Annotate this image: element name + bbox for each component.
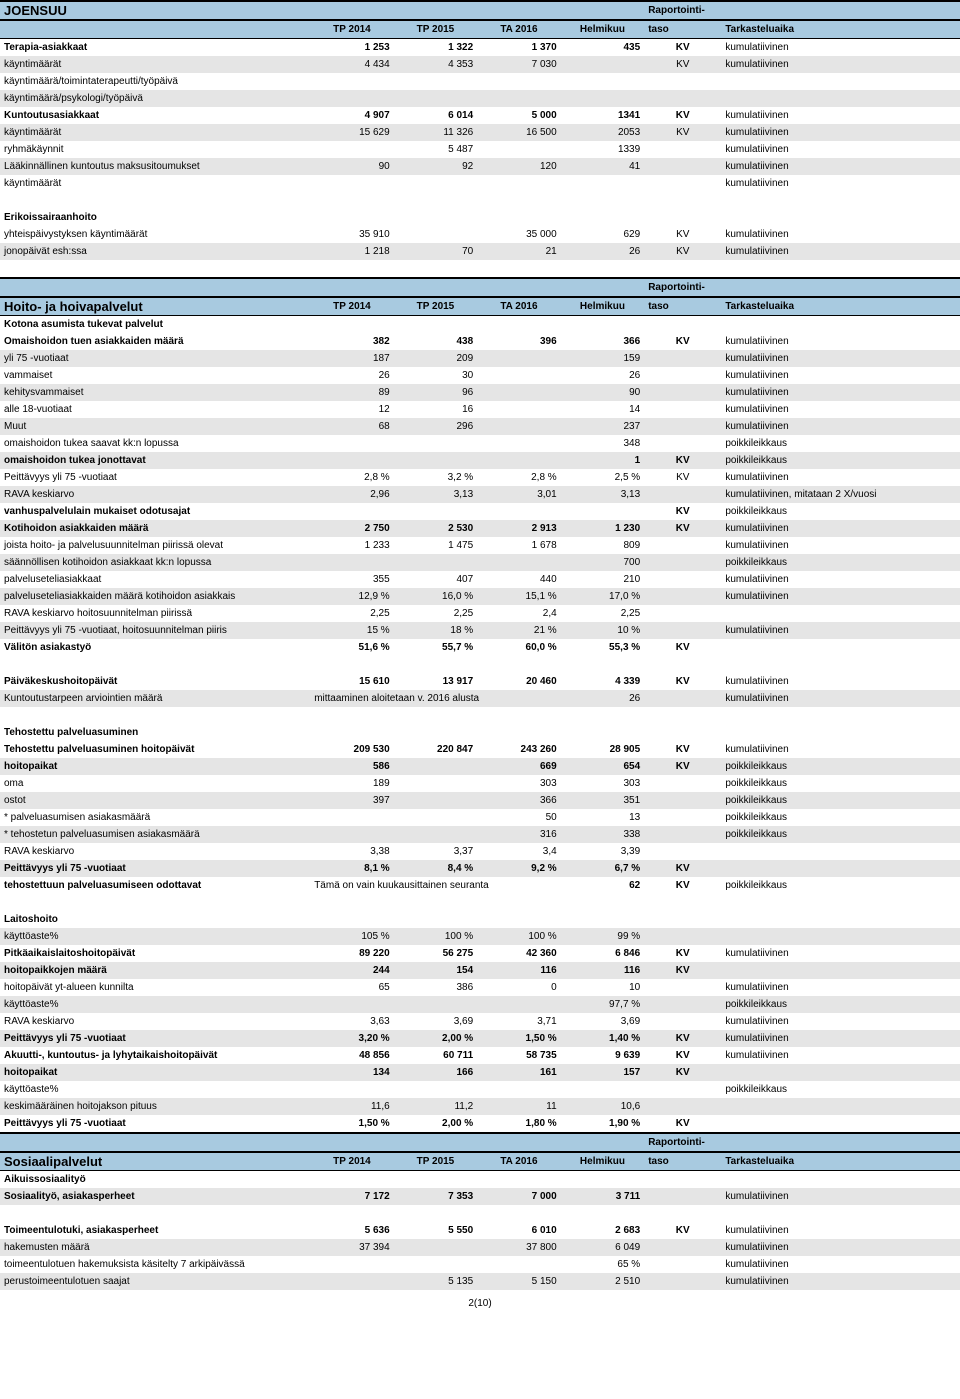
row-label: käyntimäärät [0,56,310,73]
row-label: Peittävyys yli 75 -vuotiaat [0,1030,310,1047]
row-label: hakemusten määrä [0,1239,310,1256]
row-label: yhteispäivystyksen käyntimäärät [0,226,310,243]
row-label: Peittävyys yli 75 -vuotiaat [0,469,310,486]
row-label: Peittävyys yli 75 -vuotiaat [0,1115,310,1133]
row-label: jonopäivät esh:ssa [0,243,310,260]
row-label: Sosiaalityö, asiakasperheet [0,1188,310,1205]
row-label: alle 18-vuotiaat [0,401,310,418]
row-label: kehitysvammaiset [0,384,310,401]
row-label: Kuntoutustarpeen arviointien määrä [0,690,310,707]
row-label: yli 75 -vuotiaat [0,350,310,367]
row-label: vanhuspalvelulain mukaiset odotusajat [0,503,310,520]
row-label: perustoimeentulotuen saajat [0,1273,310,1290]
section-title: Hoito- ja hoivapalvelut [0,297,310,316]
row-label: Peittävyys yli 75 -vuotiaat, hoitosuunni… [0,622,310,639]
row-label: oma [0,775,310,792]
row-label: Kotihoidon asiakkaiden määrä [0,520,310,537]
row-label: keskimääräinen hoitojakson pituus [0,1098,310,1115]
row-label: RAVA keskiarvo [0,486,310,503]
page-footer: 2(10) [0,1290,960,1309]
row-label: joista hoito- ja palvelusuunnitelman pii… [0,537,310,554]
row-label: Välitön asiakastyö [0,639,310,656]
row-label: omaishoidon tukea jonottavat [0,452,310,469]
row-label: Kuntoutusasiakkaat [0,107,310,124]
row-label: ostot [0,792,310,809]
row-label: hoitopaikat [0,758,310,775]
row-label: käyttöaste% [0,996,310,1013]
row-label: RAVA keskiarvo [0,1013,310,1030]
row-label: käyttöaste% [0,1081,310,1098]
section-title: Sosiaalipalvelut [0,1152,310,1171]
row-label: * tehostetun palveluasumisen asiakasmäär… [0,826,310,843]
row-label: Akuutti-, kuntoutus- ja lyhytaikaishoito… [0,1047,310,1064]
row-label: omaishoidon tukea saavat kk:n lopussa [0,435,310,452]
row-label: Terapia-asiakkaat [0,39,310,57]
row-label: toimeentulotuen hakemuksista käsitelty 7… [0,1256,310,1273]
row-label: RAVA keskiarvo hoitosuunnitelman piiriss… [0,605,310,622]
row-label: Muut [0,418,310,435]
row-label: RAVA keskiarvo [0,843,310,860]
row-label: hoitopaikat [0,1064,310,1081]
row-label: säännöllisen kotihoidon asiakkaat kk:n l… [0,554,310,571]
row-label: Lääkinnällinen kuntoutus maksusitoumukse… [0,158,310,175]
row-label: hoitopaikkojen määrä [0,962,310,979]
row-label: Päiväkeskushoitopäivät [0,673,310,690]
row-label: käyttöaste% [0,928,310,945]
row-label: Omaishoidon tuen asiakkaiden määrä [0,333,310,350]
row-label: palveluseteliasiakkaiden määrä kotihoido… [0,588,310,605]
row-label: tehostettuun palveluasumiseen odottavat [0,877,310,894]
row-label: Toimeentulotuki, asiakasperheet [0,1222,310,1239]
row-label: käyntimäärä/toimintaterapeutti/työpäivä [0,73,310,90]
row-label: Tehostettu palveluasuminen hoitopäivät [0,741,310,758]
row-label: vammaiset [0,367,310,384]
row-label: * palveluasumisen asiakasmäärä [0,809,310,826]
report-table: JOENSUURaportointi-TP 2014TP 2015TA 2016… [0,0,960,1290]
section-title: JOENSUU [0,1,310,20]
row-label: käyntimäärä/psykologi/työpäivä [0,90,310,107]
row-label: hoitopäivät yt-alueen kunnilta [0,979,310,996]
row-label: käyntimäärät [0,175,310,192]
row-label: käyntimäärät [0,124,310,141]
row-label: ryhmäkäynnit [0,141,310,158]
row-label: palveluseteliasiakkaat [0,571,310,588]
row-label: Peittävyys yli 75 -vuotiaat [0,860,310,877]
row-label: Pitkäaikaislaitoshoitopäivät [0,945,310,962]
